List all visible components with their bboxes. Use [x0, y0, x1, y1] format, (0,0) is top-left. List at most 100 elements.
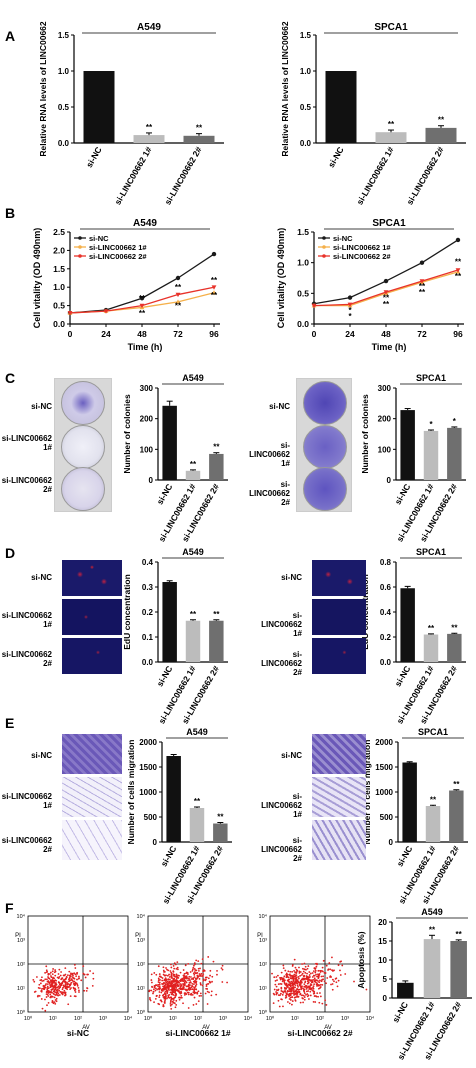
flow-plot-2-event: [287, 1001, 289, 1003]
flow-plot-1-event: [164, 977, 167, 980]
flow-plot-1-event: [199, 983, 202, 986]
panel-letter-e: E: [5, 715, 15, 731]
colony-dish-spca1-1: [303, 425, 347, 469]
flow-plot-nc-event: [83, 973, 86, 976]
flow-plot-nc-event: [38, 983, 41, 986]
flow-plot-1-event: [186, 989, 188, 991]
flow-plot-2-event: [299, 1001, 302, 1004]
flow-plot-1-event: [202, 973, 205, 976]
flow-plot-1-event: [187, 962, 190, 965]
flow-plot-1-event: [204, 976, 207, 979]
flow-plot-1-event: [211, 975, 214, 978]
flow-plot-1-event: [193, 976, 196, 979]
e1-ytick-label: 1000: [139, 788, 157, 797]
flow-plot-1-event: [172, 994, 175, 996]
flow-plot-1-event: [191, 984, 193, 987]
flow-plot-2-event: [331, 969, 333, 971]
flow-plot-2-event: [318, 1001, 321, 1004]
flow-plot-nc-event: [46, 993, 49, 996]
flow-plot-1-event: [195, 988, 198, 991]
flow-plot-nc-event: [60, 984, 63, 987]
panel-letter-a: A: [5, 28, 16, 44]
flow-plot-2-event: [286, 973, 289, 976]
flow-plot-2-event: [302, 970, 305, 973]
flow-plot-2-event: [298, 966, 300, 969]
edu-image-a549-nc: [62, 560, 122, 596]
flow-plot-1-event: [158, 987, 161, 989]
flow-plot-2-event: [293, 991, 295, 994]
flow-plot-2-event: [298, 983, 301, 986]
flow-plot-nc-event: [39, 979, 42, 982]
b2-sig-mark: **: [455, 272, 462, 281]
flow-plot-1-event: [156, 994, 158, 997]
flow-plot-nc-event: [68, 979, 71, 982]
flow-plot-2-event: [291, 964, 294, 966]
c2-label-nc: si-NC: [269, 402, 290, 411]
flow-plot-nc-event: [52, 987, 55, 990]
flow-plot-nc-event: [52, 1002, 55, 1005]
flow-plot-2-event: [286, 979, 289, 982]
flow-plot-2-event: [321, 966, 324, 969]
flow-plot-1-event: [150, 973, 153, 976]
flow-plot-nc-caption: si-NC: [67, 1028, 89, 1038]
flow-plot-2-event: [301, 967, 304, 970]
e2-sig-mark: **: [453, 780, 460, 789]
flow-plot-1-event: [162, 985, 164, 988]
flow-plot-1-event: [193, 973, 196, 976]
b1-point: [139, 296, 145, 301]
flow-plot-nc-x-tick-label: 10²: [74, 1016, 82, 1022]
flow-plot-nc-event: [55, 988, 57, 991]
edu-image-spca1-1: [312, 599, 366, 635]
flow-plot-1-event: [192, 978, 194, 980]
flow-plot-1-event: [174, 1006, 177, 1009]
b2-xlabel: Time (h): [372, 342, 407, 352]
flow-plot-2-event: [298, 988, 301, 991]
flow-plot-1-event: [212, 960, 215, 963]
f1-ytick-label: 20: [378, 918, 387, 927]
flow-plot-2-event: [294, 984, 297, 986]
flow-plot-nc-event: [75, 975, 78, 978]
flow-plot-1-event: [207, 982, 210, 985]
flow-plot-1-event: [181, 978, 184, 981]
b2-xtick-label: 0: [312, 329, 317, 339]
d1-category-label: si-NC: [155, 664, 175, 688]
flow-plot-1-event: [216, 973, 218, 976]
flow-plot-1-event: [186, 985, 188, 988]
flow-plot-2-event: [291, 983, 294, 986]
flow-plot-2-event: [309, 990, 312, 993]
flow-plot-2-event: [284, 989, 287, 992]
flow-plot-1-event: [183, 976, 185, 979]
flow-plot-1-event: [168, 989, 171, 991]
b1-sig-mark: **: [175, 302, 182, 311]
flow-plot-2-event: [322, 959, 325, 962]
flow-plot-nc-event: [49, 986, 52, 989]
flow-plot-2-event: [273, 993, 276, 996]
a1-ytick-label: 1.5: [58, 31, 70, 40]
flow-plot-1-event: [170, 973, 173, 976]
a1-ylabel: Relative RNA levels of LINC00662: [38, 21, 48, 157]
flow-plot-nc-y-tick-label: 10³: [17, 938, 25, 944]
flow-plot-2-event: [281, 993, 284, 996]
flow-plot-nc-event: [45, 996, 48, 998]
flow-plot-nc-event: [51, 973, 54, 975]
b2-point: [383, 290, 389, 295]
b1-sig-mark: **: [139, 309, 146, 318]
flow-plot-nc-event: [63, 980, 66, 983]
d1-sig-mark: **: [190, 610, 197, 619]
d2-sig-mark: **: [451, 623, 458, 632]
flow-plot-nc-y-tick-label: 10¹: [17, 986, 25, 992]
e2-category-label: si-NC: [395, 844, 415, 868]
flow-plot-2-event: [302, 975, 305, 978]
flow-plot-nc-event: [54, 999, 57, 1001]
a1-sig-mark: **: [196, 124, 203, 133]
b1-legend-label: si-LINC00662 1#: [89, 243, 147, 252]
flow-plot-1-x-tick-label: 10⁰: [144, 1015, 153, 1022]
flow-plot-2-event: [280, 976, 283, 979]
flow-plot-1-event: [194, 972, 197, 975]
flow-plot-1-event: [155, 973, 158, 976]
flow-plot-nc-event: [49, 993, 52, 996]
flow-plot-nc-event: [58, 968, 61, 971]
flow-plot-1-event: [183, 972, 186, 975]
flow-plot-2-event: [313, 995, 316, 997]
flow-plot-1-event: [188, 986, 191, 989]
